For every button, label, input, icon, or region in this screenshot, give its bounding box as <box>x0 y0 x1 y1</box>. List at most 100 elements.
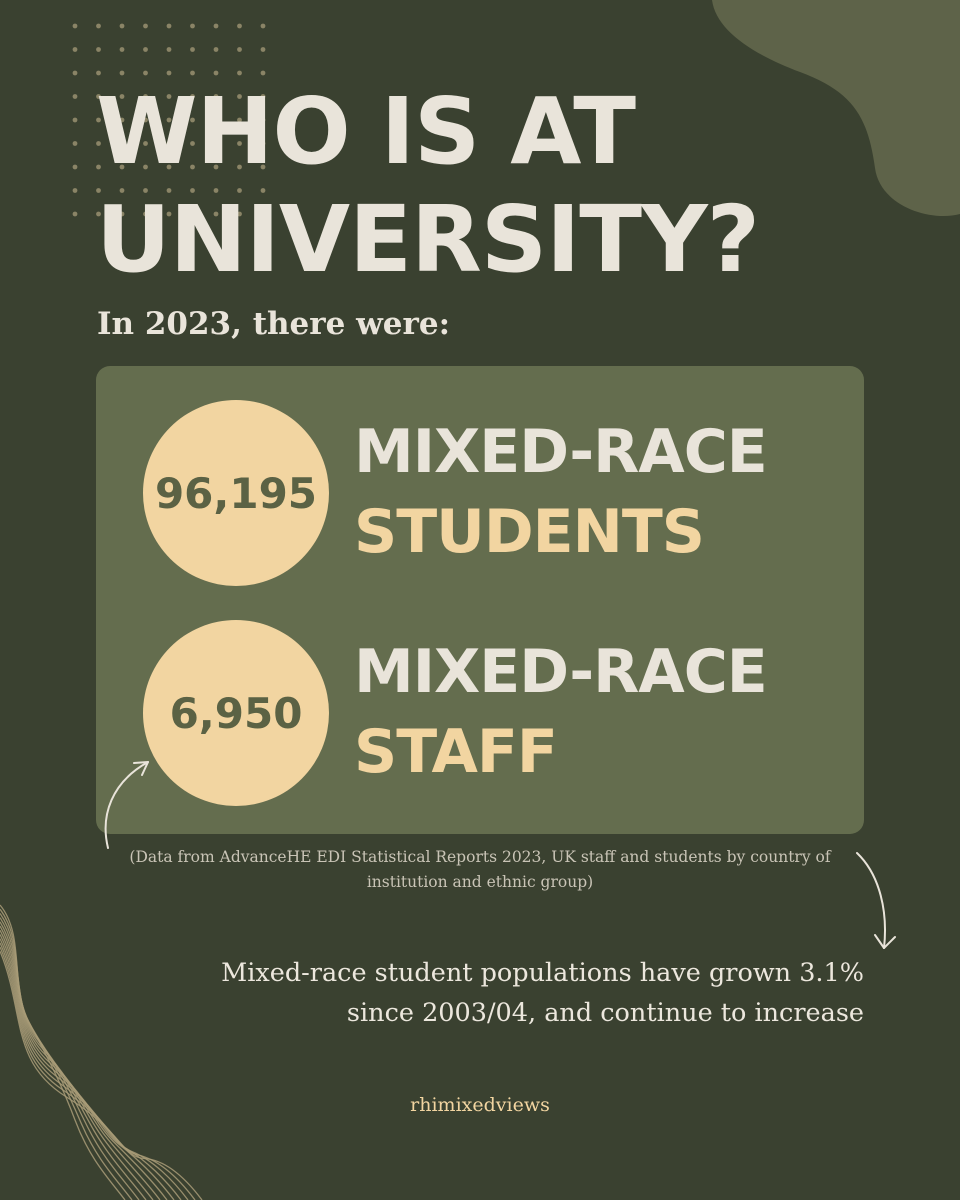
grid-dot <box>237 117 242 123</box>
wave-line <box>0 950 203 1200</box>
students-count-circle: 96,195 <box>143 400 329 586</box>
grid-dot <box>72 23 78 29</box>
staff-label-line-1: MIXED-RACE <box>354 637 768 707</box>
grid-dot <box>213 211 219 217</box>
grid-dot <box>143 23 148 29</box>
grid-dot <box>166 211 172 217</box>
grid-dot <box>119 164 125 170</box>
grid-dot <box>260 23 266 29</box>
grid-dot <box>119 47 125 52</box>
grid-dot <box>213 47 219 52</box>
grid-dot <box>119 188 125 193</box>
grid-dot <box>190 141 195 146</box>
grid-dot <box>72 211 78 217</box>
grid-dot <box>260 70 266 76</box>
grid-dot <box>190 47 195 52</box>
wave-line <box>0 938 182 1200</box>
grid-dot <box>213 94 219 99</box>
grid-dot <box>260 141 266 146</box>
grid-dot <box>190 117 195 123</box>
grid-dot <box>143 47 148 52</box>
grid-dot <box>166 141 172 146</box>
grid-dot <box>143 70 148 76</box>
author-handle: rhimixedviews <box>410 1094 550 1116</box>
grid-dot <box>166 70 172 76</box>
grid-dot <box>96 117 101 123</box>
grid-dot <box>190 164 195 170</box>
grid-dot <box>213 23 219 29</box>
grid-dot <box>119 117 125 123</box>
grid-dot <box>260 94 266 99</box>
intro-text: In 2023, there were: <box>97 306 451 342</box>
grid-dot <box>72 94 78 99</box>
grid-dot <box>72 188 78 193</box>
staff-label-line-2: STAFF <box>354 717 558 787</box>
grid-dot <box>119 211 125 217</box>
grid-dot <box>96 188 101 193</box>
wave-line <box>0 942 189 1200</box>
grid-dot <box>213 70 219 76</box>
grid-dot <box>119 23 125 29</box>
grid-dot <box>166 188 172 193</box>
grid-dot <box>237 188 242 193</box>
grid-dot <box>143 211 148 217</box>
grid-dot <box>260 211 266 217</box>
grid-dot <box>96 47 101 52</box>
grid-dot <box>260 117 266 123</box>
grid-dot <box>213 164 219 170</box>
grid-dot <box>190 211 195 217</box>
staff-label: MIXED-RACE STAFF <box>354 632 768 792</box>
grid-dot <box>143 117 148 123</box>
students-label-line-1: MIXED-RACE <box>354 417 768 487</box>
grid-dot <box>119 141 125 146</box>
staff-count-circle: 6,950 <box>143 620 329 806</box>
grid-dot <box>190 188 195 193</box>
grid-dot <box>213 188 219 193</box>
grid-dot <box>237 164 242 170</box>
grid-dot <box>213 141 219 146</box>
grid-dot <box>143 164 148 170</box>
grid-dot <box>143 94 148 99</box>
grid-dot <box>96 141 101 146</box>
grid-dot <box>237 211 242 217</box>
source-note: (Data from AdvanceHE EDI Statistical Rep… <box>129 848 831 891</box>
grid-dot <box>72 164 78 170</box>
grid-dot <box>96 23 101 29</box>
staff-count: 6,950 <box>169 688 303 738</box>
grid-dot <box>237 94 242 99</box>
growth-note: Mixed-race student populations have grow… <box>221 953 864 1033</box>
grid-dot <box>166 164 172 170</box>
grid-dot <box>190 70 195 76</box>
grid-dot <box>96 211 101 217</box>
grid-dot <box>72 117 78 123</box>
grid-dot <box>166 47 172 52</box>
page-title: WHO IS AT UNIVERSITY? <box>96 78 760 294</box>
grid-dot <box>72 141 78 146</box>
curved-arrow-up-icon <box>104 761 149 849</box>
grid-dot <box>260 47 266 52</box>
students-label: MIXED-RACE STUDENTS <box>354 412 768 572</box>
grid-dot <box>143 188 148 193</box>
grid-dot <box>72 70 78 76</box>
grid-dot <box>237 141 242 146</box>
grid-dot <box>190 94 195 99</box>
students-count: 96,195 <box>154 468 318 518</box>
wave-line <box>0 946 196 1200</box>
grid-dot <box>166 94 172 99</box>
students-label-line-2: STUDENTS <box>354 497 705 567</box>
grid-dot <box>96 164 101 170</box>
grid-dot <box>260 164 266 170</box>
grid-dot <box>72 47 78 52</box>
grid-dot <box>190 23 195 29</box>
growth-note-line-2: since 2003/04, and continue to increase <box>346 998 864 1028</box>
grid-dot <box>166 117 172 123</box>
title-line-2: UNIVERSITY? <box>96 186 760 293</box>
grid-dot <box>213 117 219 123</box>
title-line-1: WHO IS AT <box>96 78 636 185</box>
grid-dot <box>96 70 101 76</box>
